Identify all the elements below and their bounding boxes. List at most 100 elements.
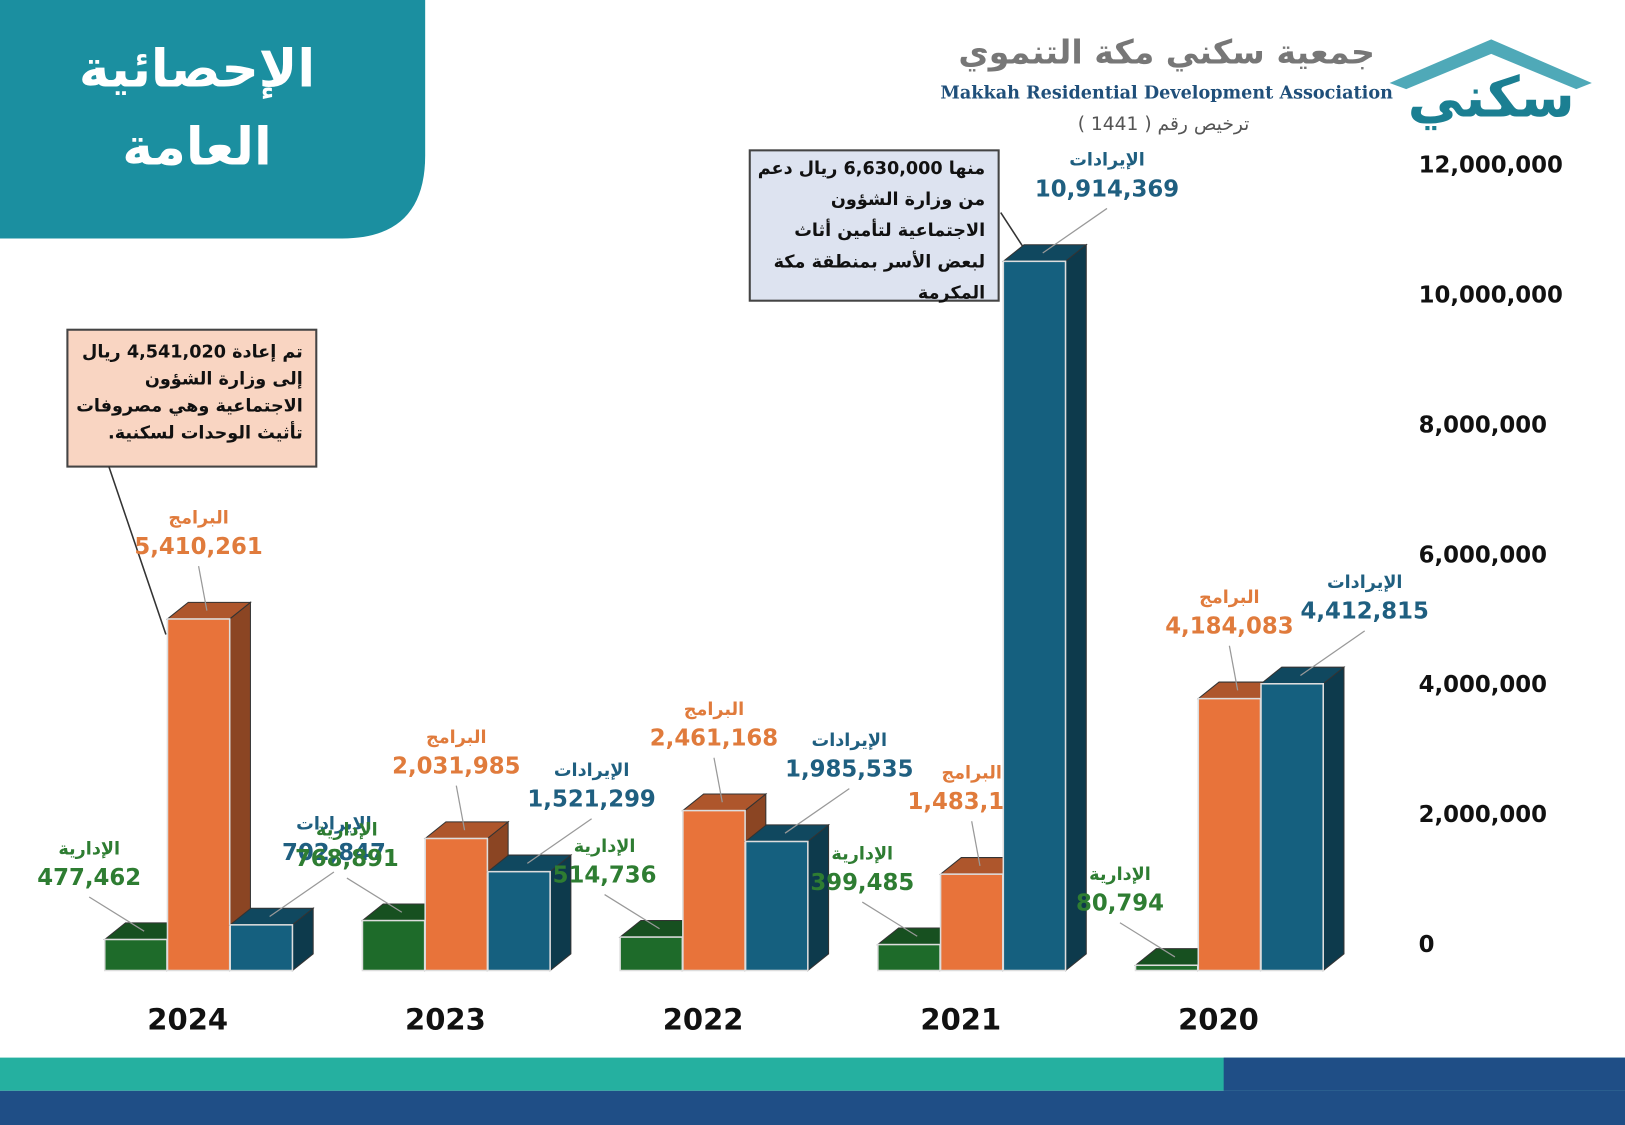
series-name: الإدارية bbox=[574, 837, 636, 857]
bar-front bbox=[361, 919, 426, 972]
bar bbox=[1259, 666, 1346, 972]
y-tick-label: 2,000,000 bbox=[1419, 802, 1547, 828]
bar-front bbox=[229, 924, 294, 972]
bar-side bbox=[1322, 666, 1345, 972]
org-english: Makkah Residential Development Associati… bbox=[940, 82, 1393, 103]
bar-front bbox=[1260, 682, 1325, 972]
leader-line bbox=[526, 818, 592, 864]
bar-front bbox=[487, 870, 551, 972]
x-tick-label: 2020 bbox=[1178, 1002, 1259, 1036]
value-label: 80,794 bbox=[1076, 891, 1164, 917]
series-name: البرامج bbox=[941, 764, 1001, 784]
leader-line bbox=[604, 894, 660, 930]
leader-line bbox=[784, 788, 850, 834]
series-name: الإيرادات bbox=[1069, 151, 1145, 171]
value-label: 2,031,985 bbox=[392, 753, 520, 779]
annotation-text: إلى وزارة الشؤون bbox=[145, 369, 303, 389]
value-label: 1,521,299 bbox=[527, 787, 655, 813]
y-tick-label: 4,000,000 bbox=[1419, 672, 1547, 698]
footer-band bbox=[0, 1090, 1625, 1125]
leader-line bbox=[861, 901, 918, 937]
leader-line bbox=[1042, 207, 1108, 254]
series-name: الإيرادات bbox=[812, 731, 888, 751]
leader-line bbox=[197, 565, 208, 611]
bar-front bbox=[103, 938, 168, 972]
annotation-text: لبعض الأسر بمنطقة مكة bbox=[774, 250, 986, 272]
leader-line bbox=[346, 877, 403, 913]
value-label: 5,410,261 bbox=[134, 534, 262, 560]
series-name: الإدارية bbox=[831, 844, 893, 864]
value-label: 399,485 bbox=[810, 870, 914, 896]
bar bbox=[744, 823, 831, 972]
title-tab bbox=[0, 0, 426, 239]
logo: سكني bbox=[1408, 66, 1575, 131]
leader-line bbox=[1228, 645, 1239, 691]
bar-front bbox=[682, 809, 746, 972]
title: العامة bbox=[122, 117, 271, 177]
y-tick-label: 8,000,000 bbox=[1419, 412, 1547, 438]
annotation-text: منها 6,630,000 ريال دعم bbox=[758, 159, 985, 179]
leader-line bbox=[971, 821, 981, 866]
bar-front bbox=[166, 618, 231, 972]
annotation-text: الاجتماعية وهي مصروفات bbox=[76, 396, 303, 416]
value-label: 514,736 bbox=[553, 862, 657, 888]
x-tick-label: 2021 bbox=[920, 1002, 1001, 1036]
series-name: البرامج bbox=[168, 508, 228, 528]
annotation-leader bbox=[108, 466, 167, 635]
leader-line bbox=[1119, 922, 1176, 958]
x-tick-label: 2024 bbox=[147, 1002, 228, 1036]
y-tick-label: 10,000,000 bbox=[1419, 282, 1563, 308]
leader-line bbox=[455, 785, 466, 831]
bar-front bbox=[744, 840, 809, 972]
annotation-text: تم إعادة 4,541,020 ريال bbox=[82, 343, 303, 363]
bar-front bbox=[1134, 964, 1199, 972]
annotation-text: من وزارة الشؤون bbox=[831, 190, 985, 210]
leader-line bbox=[713, 757, 723, 803]
x-tick-label: 2022 bbox=[663, 1002, 744, 1036]
bar bbox=[165, 601, 252, 972]
leader-line bbox=[269, 871, 335, 918]
bar-front bbox=[877, 943, 941, 972]
y-tick-label: 0 bbox=[1419, 932, 1435, 958]
value-label: 1,985,535 bbox=[785, 756, 913, 782]
title: الإحصائية bbox=[79, 40, 315, 100]
bar bbox=[228, 907, 315, 972]
series-name: البرامج bbox=[426, 728, 486, 748]
value-label: 4,412,815 bbox=[1301, 599, 1429, 625]
annotation-text: تأثيث الوحدات لسكنية. bbox=[108, 420, 303, 443]
annotation-text: المكرمة bbox=[918, 283, 985, 303]
annotation-text: الاجتماعية لتأمين أثاث bbox=[794, 218, 985, 241]
bar-side bbox=[807, 823, 830, 972]
series-name: البرامج bbox=[684, 700, 744, 720]
annotation-box bbox=[748, 149, 1000, 302]
footer-band bbox=[1223, 1057, 1625, 1091]
value-label: 2,461,168 bbox=[650, 726, 778, 752]
bar-front bbox=[939, 873, 1004, 972]
series-name: الإيرادات bbox=[296, 814, 372, 834]
series-name: البرامج bbox=[1199, 588, 1259, 608]
series-name: الإيرادات bbox=[554, 761, 630, 781]
bar-front bbox=[424, 837, 489, 972]
y-tick-label: 6,000,000 bbox=[1419, 542, 1547, 568]
series-name: الإدارية bbox=[316, 820, 378, 840]
logo-roof bbox=[1389, 39, 1592, 90]
value-label: 477,462 bbox=[37, 865, 141, 891]
bar bbox=[1001, 243, 1088, 972]
series-name: الإدارية bbox=[1089, 865, 1151, 885]
value-label: 702,847 bbox=[282, 840, 386, 866]
y-tick-label: 12,000,000 bbox=[1419, 152, 1563, 178]
value-label: 768,891 bbox=[295, 846, 399, 872]
series-name: الإدارية bbox=[58, 839, 120, 859]
bar-side bbox=[1065, 243, 1087, 972]
leader-line bbox=[88, 896, 145, 932]
series-name: الإيرادات bbox=[1327, 573, 1403, 593]
bar-front bbox=[619, 936, 684, 972]
org-arabic: جمعية سكني مكة التنموي bbox=[958, 32, 1375, 72]
license: ترخيص رقم ( 1441 ) bbox=[1078, 114, 1250, 135]
bar bbox=[486, 853, 573, 972]
leader-line bbox=[1300, 630, 1366, 676]
x-tick-label: 2023 bbox=[405, 1002, 486, 1036]
annotation-box bbox=[66, 328, 318, 468]
value-label: 10,914,369 bbox=[1035, 176, 1179, 202]
value-label: 4,184,083 bbox=[1165, 614, 1293, 640]
